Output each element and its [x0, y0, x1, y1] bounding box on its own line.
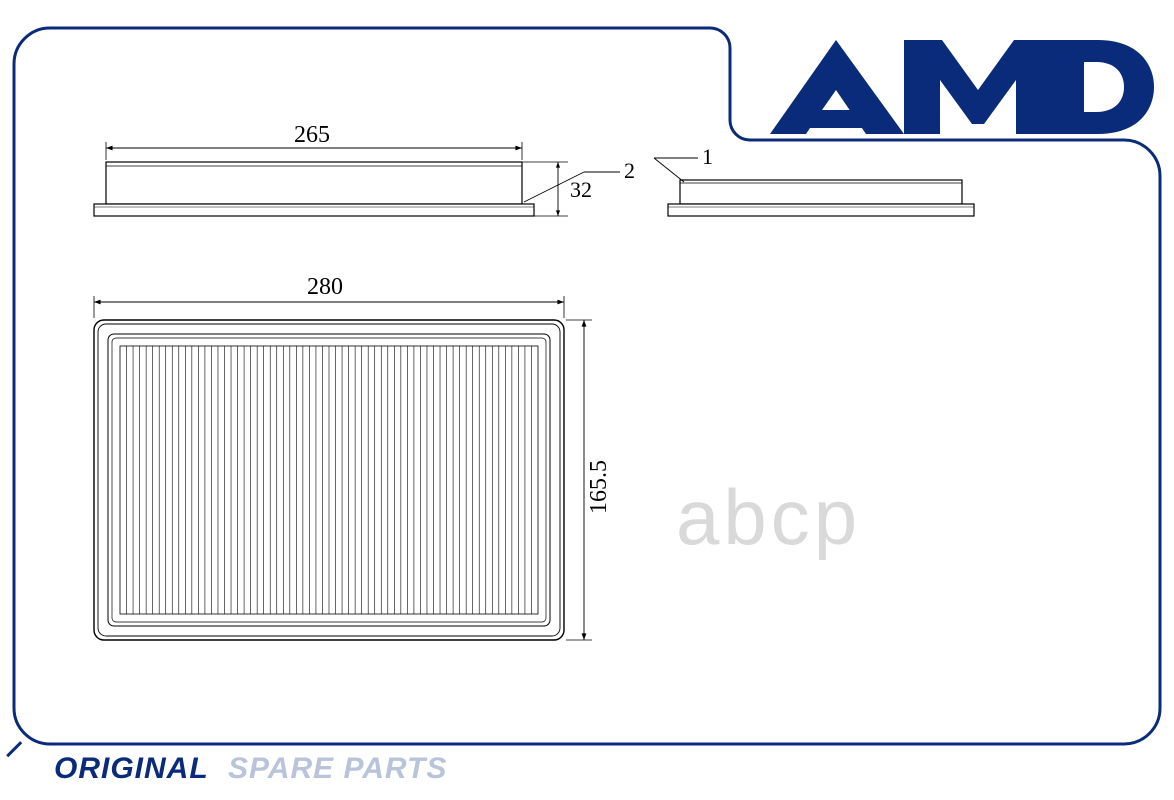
callout-label-1: 1: [702, 144, 713, 170]
dimension-label-width-outer: 280: [307, 274, 343, 301]
page-root: 265 32 2 1 280 165.5 abcp ORIGINAL SPARE…: [0, 0, 1174, 800]
dimension-label-thickness: 32: [570, 177, 592, 203]
footer-tagline: ORIGINAL SPARE PARTS: [54, 752, 447, 786]
top-plan-view: [94, 320, 664, 700]
dimension-label-width-inner: 265: [294, 122, 330, 149]
footer-word-spare-parts: SPARE PARTS: [228, 752, 447, 786]
brand-logo: [766, 34, 1154, 142]
callout-label-2: 2: [624, 158, 635, 184]
footer-word-original: ORIGINAL: [54, 752, 209, 786]
end-elevation-view: [668, 180, 1094, 256]
dimension-label-height: 165.5: [586, 460, 613, 514]
watermark-text: abcp: [676, 472, 861, 563]
